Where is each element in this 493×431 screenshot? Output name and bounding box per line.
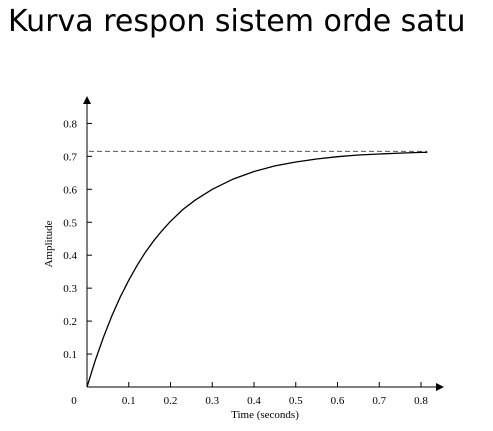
y-tick-label: 0.8 bbox=[63, 118, 77, 130]
slide-title: Kurva respon sistem orde satu bbox=[8, 4, 466, 39]
y-axis-label: Amplitude bbox=[43, 220, 55, 267]
x-tick-label: 0.2 bbox=[164, 395, 178, 407]
ticks: 0.1 0.2 0.3 0.4 0.5 0.6 0.7 0.8 0.1 0.2 0.3 0.4 0.5 0… bbox=[63, 118, 428, 407]
x-tick-label: 0.6 bbox=[331, 395, 345, 407]
x-axis-label: Time (seconds) bbox=[231, 409, 299, 421]
origin-label: 0 bbox=[71, 395, 77, 407]
y-tick-label: 0.7 bbox=[63, 151, 77, 163]
axes bbox=[83, 96, 444, 391]
x-tick-label: 0.1 bbox=[122, 395, 136, 407]
x-tick-label: 0.4 bbox=[247, 395, 261, 407]
x-tick-label: 0.8 bbox=[414, 395, 428, 407]
x-tick-label: 0.3 bbox=[205, 395, 219, 407]
response-curve bbox=[86, 151, 428, 388]
y-tick-label: 0.2 bbox=[63, 316, 77, 328]
x-tick-label: 0.5 bbox=[289, 395, 303, 407]
x-tick-label: 0.7 bbox=[372, 395, 386, 407]
y-tick-label: 0.5 bbox=[63, 217, 77, 229]
y-tick-label: 0.3 bbox=[63, 283, 77, 295]
y-tick-label: 0.4 bbox=[63, 250, 77, 262]
y-tick-label: 0.6 bbox=[63, 184, 77, 196]
y-tick-label: 0.1 bbox=[63, 349, 77, 361]
